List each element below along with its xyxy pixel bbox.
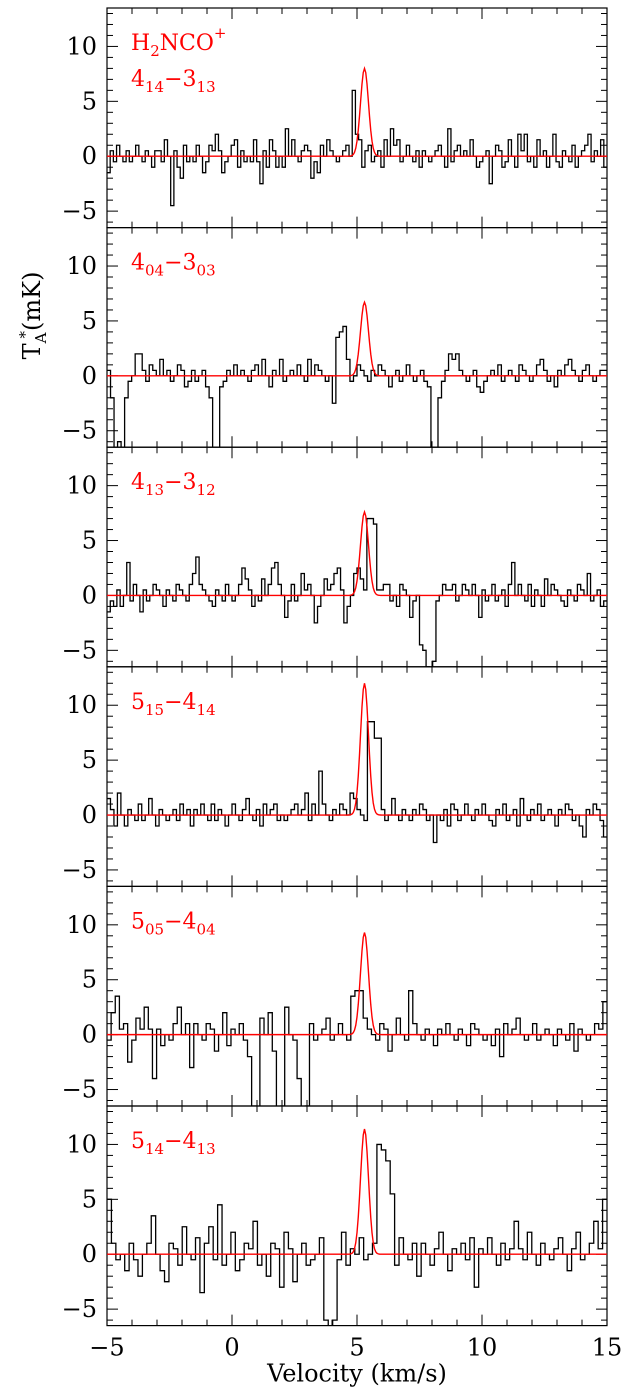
y-tick-label: 10 <box>66 472 97 500</box>
y-tick-label: 0 <box>82 581 97 609</box>
x-tick-labels: −5 0 5 10 15 <box>89 1334 622 1362</box>
transition-label: 404−303 <box>131 251 216 280</box>
species-label: H2NCO+ <box>131 24 226 60</box>
observed-spectrum <box>107 990 607 1107</box>
model-fit <box>107 509 607 597</box>
x-axis-label: Velocity (km/s) <box>266 1360 447 1388</box>
observed-spectrum <box>107 517 607 667</box>
y-tick-label: 10 <box>66 911 97 939</box>
y-tick-label: −5 <box>62 636 97 664</box>
y-tick-label: −5 <box>62 1076 97 1104</box>
y-tick-label: 0 <box>82 801 97 829</box>
observed-spectrum <box>107 89 607 207</box>
x-tick-label: −5 <box>89 1334 124 1362</box>
y-tick-label: 10 <box>66 252 97 280</box>
model-fit <box>107 65 607 157</box>
y-tick-label: 5 <box>82 1185 97 1213</box>
y-axis-label: TA*(mK) <box>16 272 50 360</box>
observed-spectrum <box>107 721 607 844</box>
y-tick-label: 5 <box>82 966 97 994</box>
x-tick-label: 0 <box>224 1334 239 1362</box>
y-tick-label: 5 <box>82 746 97 774</box>
x-tick-label: 5 <box>349 1334 364 1362</box>
y-tick-label: 5 <box>82 527 97 555</box>
transition-label: 514−413 <box>131 1129 216 1158</box>
y-tick-label: 10 <box>66 1130 97 1158</box>
y-tick-label: 0 <box>82 362 97 390</box>
y-tick-label: 0 <box>82 1240 97 1268</box>
transition-label: 515−414 <box>131 690 216 719</box>
panel-5: 10 5 0 −5 505−404 <box>62 885 608 1107</box>
y-tick-label: −5 <box>62 856 97 884</box>
y-axis-label-sup: * <box>16 330 34 338</box>
observed-spectrum <box>107 325 607 448</box>
y-tick-label: 10 <box>66 691 97 719</box>
y-tick-label: −5 <box>62 1295 97 1323</box>
x-tick-label: 15 <box>592 1334 623 1362</box>
transition-label: 414−313 <box>131 67 216 96</box>
y-tick-label: 0 <box>82 142 97 170</box>
y-axis-label-rest: (mK) <box>18 272 46 331</box>
y-tick-label: 5 <box>82 307 97 335</box>
y-tick-label: 0 <box>82 1021 97 1049</box>
y-tick-label: −5 <box>62 417 97 445</box>
panel-2: 10 5 0 −5 404−303 <box>62 227 608 448</box>
model-fit <box>107 1128 607 1255</box>
transition-label: 505−404 <box>131 909 216 938</box>
model-fit <box>107 683 607 816</box>
model-fit <box>107 932 607 1036</box>
y-axis-label-base: T <box>18 343 46 359</box>
panel-stack: 10 5 0 −5 H2NCO+ 414−313 10 5 0 −5 404−303 10 5 0 −5 41… <box>62 7 608 1327</box>
panel-3: 10 5 0 −5 413−312 <box>62 446 608 668</box>
panel-1: 10 5 0 −5 H2NCO+ 414−313 <box>62 7 608 229</box>
y-tick-label: 10 <box>66 32 97 60</box>
y-tick-label: 5 <box>82 87 97 115</box>
model-fit <box>107 300 607 377</box>
transition-label: 413−312 <box>131 470 216 499</box>
y-tick-label: −5 <box>62 197 97 225</box>
panel-4: 10 5 0 −5 515−414 <box>62 666 608 887</box>
panel-6: 10 5 0 −5 514−413 <box>62 1105 608 1327</box>
y-axis-label-sub: A <box>32 332 50 344</box>
x-tick-label: 10 <box>467 1334 498 1362</box>
